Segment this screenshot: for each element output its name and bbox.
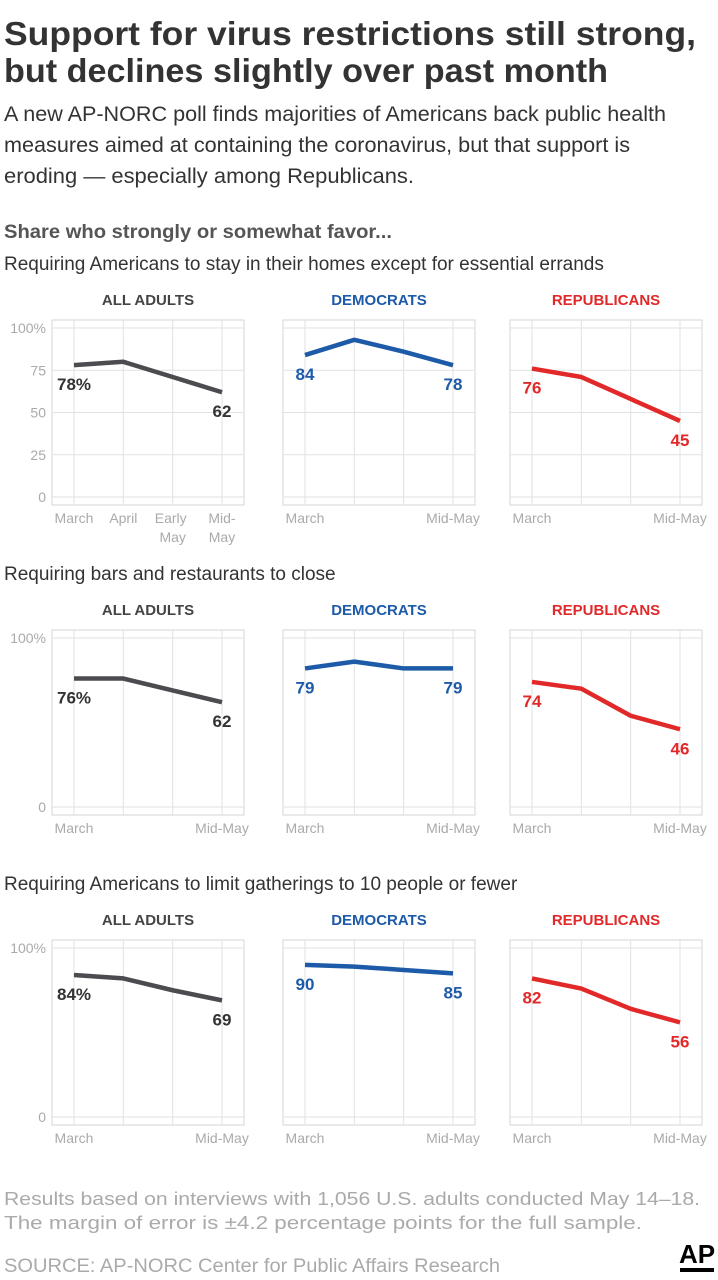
question: Requiring Americans to limit gatherings … (4, 874, 518, 895)
data-line (531, 679, 681, 732)
value-label: 76% (57, 689, 91, 708)
x-tick-label: April (109, 510, 137, 526)
x-tick-label: March (286, 820, 325, 836)
x-tick-label: March (286, 1130, 325, 1146)
plot-frame (282, 629, 476, 816)
x-tick-label: Mid-May (426, 820, 480, 836)
value-label: 62 (213, 402, 232, 421)
y-tick-label: 100% (10, 320, 46, 336)
subtitle-line: eroding — especially among Republicans. (4, 165, 414, 188)
value-label: 84 (296, 365, 315, 384)
panel-title: REPUBLICANS (552, 292, 660, 309)
y-tick-label: 0 (38, 1109, 46, 1125)
x-tick-label: Mid-May (208, 510, 236, 545)
plot-frame (509, 629, 703, 816)
x-tick-label: Mid-May (426, 1130, 480, 1146)
title-line: Support for virus restrictions still str… (4, 15, 696, 52)
data-line (531, 976, 681, 1025)
x-tick-label: March (513, 820, 552, 836)
panel-title: ALL ADULTS (102, 602, 194, 619)
note-line: Results based on interviews with 1,056 U… (4, 1189, 700, 1209)
y-tick-label: 0 (38, 489, 46, 505)
x-tick-label: Early May (155, 510, 191, 545)
value-label: 84% (57, 985, 91, 1004)
value-label: 56 (671, 1032, 690, 1051)
x-tick-label: Mid-May (653, 510, 707, 526)
question: Requiring bars and restaurants to close (4, 564, 336, 585)
x-tick-label: March (513, 510, 552, 526)
ap-logo: AP (679, 1239, 715, 1269)
ap-logo-bar (680, 1268, 714, 1272)
y-tick-label: 0 (38, 799, 46, 815)
section-heading: Share who strongly or somewhat favor... (4, 222, 392, 243)
value-label: 85 (444, 983, 463, 1002)
panel-title: REPUBLICANS (552, 602, 660, 619)
note-line: The margin of error is ±4.2 percentage p… (4, 1213, 642, 1233)
value-label: 90 (296, 975, 315, 994)
x-tick-label: Mid-May (653, 820, 707, 836)
x-tick-label: Mid-May (195, 820, 249, 836)
data-line (531, 366, 681, 424)
value-label: 79 (296, 678, 315, 697)
value-label: 76 (523, 379, 542, 398)
y-tick-label: 75 (30, 362, 46, 378)
plot-frame (282, 939, 476, 1126)
panel-title: ALL ADULTS (102, 912, 194, 929)
panel-title: REPUBLICANS (552, 912, 660, 929)
value-label: 82 (523, 988, 542, 1007)
value-label: 79 (444, 678, 463, 697)
subtitle-line: A new AP-NORC poll finds majorities of A… (4, 103, 666, 126)
data-line (304, 659, 453, 671)
panel-title: DEMOCRATS (331, 602, 427, 619)
x-tick-label: March (55, 510, 94, 526)
source: SOURCE: AP-NORC Center for Public Affair… (4, 1256, 500, 1277)
panel-title: DEMOCRATS (331, 292, 427, 309)
data-line (304, 962, 454, 976)
x-tick-label: March (55, 820, 94, 836)
x-tick-label: Mid-May (426, 510, 480, 526)
title-line: but declines slightly over past month (4, 52, 608, 89)
value-label: 45 (671, 431, 690, 450)
y-tick-label: 100% (10, 630, 46, 646)
plot-frame (51, 939, 245, 1126)
value-label: 62 (213, 712, 232, 731)
x-tick-label: March (286, 510, 325, 526)
y-tick-label: 100% (10, 940, 46, 956)
data-line (73, 359, 223, 395)
data-line (73, 972, 223, 1003)
x-tick-label: Mid-May (195, 1130, 249, 1146)
subtitle-line: measures aimed at containing the coronav… (4, 134, 630, 157)
question: Requiring Americans to stay in their hom… (4, 254, 604, 275)
plot-frame (51, 629, 245, 816)
x-tick-label: March (55, 1130, 94, 1146)
plot-frame (509, 939, 703, 1126)
value-label: 74 (523, 692, 542, 711)
data-line (304, 337, 454, 368)
value-label: 78 (444, 375, 463, 394)
value-label: 46 (671, 739, 690, 758)
value-label: 69 (213, 1010, 232, 1029)
panel-title: ALL ADULTS (102, 292, 194, 309)
x-tick-label: Mid-May (653, 1130, 707, 1146)
value-label: 78% (57, 375, 91, 394)
y-tick-label: 50 (30, 405, 46, 421)
data-line (74, 676, 223, 705)
y-tick-label: 25 (30, 447, 46, 463)
panel-title: DEMOCRATS (331, 912, 427, 929)
x-tick-label: March (513, 1130, 552, 1146)
